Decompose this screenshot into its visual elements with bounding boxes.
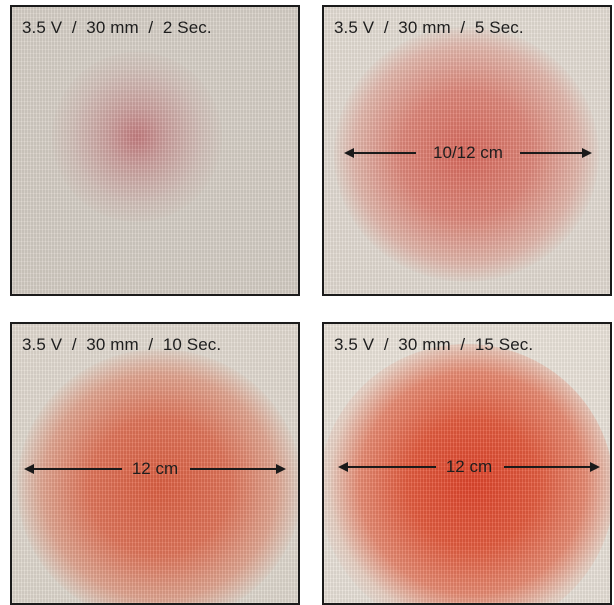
panel-15-sec: 3.5 V / 30 mm / 15 Sec. 12 cm (322, 322, 612, 605)
panel-caption: 3.5 V / 30 mm / 5 Sec. (334, 18, 524, 37)
measurement-label: 10/12 cm (433, 143, 503, 162)
dye-stain (324, 344, 610, 603)
dye-stain (17, 349, 298, 603)
panel-2-sec: 3.5 V / 30 mm / 2 Sec. (10, 5, 300, 296)
dye-stain (52, 52, 222, 222)
panel-caption: 3.5 V / 30 mm / 2 Sec. (22, 18, 212, 37)
measurement-label: 12 cm (445, 457, 493, 476)
measurement-arrow (24, 464, 286, 474)
panel-10-sec: 3.5 V / 30 mm / 10 Sec. 12 cm (10, 322, 300, 605)
measurement-arrow (338, 462, 600, 472)
panel-5-sec: 3.5 V / 30 mm / 5 Sec. 10/12 cm (322, 5, 612, 296)
dye-stain (334, 27, 599, 282)
measurement-arrow (344, 148, 592, 158)
panel-caption: 3.5 V / 30 mm / 15 Sec. (334, 335, 534, 354)
panel-caption: 3.5 V / 30 mm / 10 Sec. (22, 335, 222, 354)
measurement-label: 12 cm (131, 459, 179, 478)
